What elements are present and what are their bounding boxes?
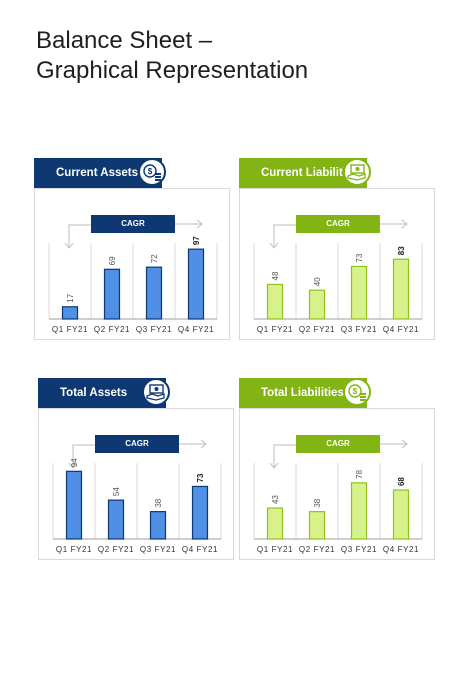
data-label: 78	[355, 469, 364, 478]
bar-q3-fy21	[145, 266, 163, 320]
page-title-line-1: Balance Sheet –	[36, 27, 213, 54]
x-tick-label: Q4 FY21	[182, 545, 218, 554]
chart-frame: CAGR 94 Q1 FY21 54 Q2 FY21 38 Q3 FY21 73 Q4 FY2…	[38, 408, 234, 560]
bar-q4-fy21	[392, 489, 410, 540]
bar-q4-fy21	[392, 258, 410, 320]
total-liabilities-panel: CAGR 43 Q1 FY21 38 Q2 FY21 78 Q3 FY21 68 Q4 FY2…	[239, 378, 435, 560]
cagr-label: CAGR	[296, 215, 380, 233]
x-tick-label: Q3 FY21	[140, 545, 176, 554]
cagr-label: CAGR	[296, 435, 380, 453]
bar-q2-fy21	[308, 289, 326, 320]
x-tick-label: Q3 FY21	[341, 325, 377, 334]
data-label: 54	[112, 487, 121, 496]
bar-q4-fy21	[187, 248, 205, 320]
hand-money-icon	[142, 378, 170, 406]
cagr-arrow-left-head	[68, 462, 78, 469]
cagr-arrow-left-line	[273, 444, 296, 467]
header-accent	[239, 158, 244, 188]
chart-frame: CAGR 48 Q1 FY21 40 Q2 FY21 73 Q3 FY21 83 Q4 FY2…	[239, 188, 435, 340]
coins-dollar-icon: $	[138, 158, 166, 186]
cagr-arrow	[269, 219, 408, 249]
data-label: 72	[150, 254, 159, 263]
cagr-arrow-left-line	[68, 224, 91, 247]
x-tick-label: Q2 FY21	[299, 545, 335, 554]
header-accent	[34, 158, 39, 188]
bar-q1-fy21	[266, 283, 284, 320]
bar-q1-fy21	[65, 470, 83, 540]
data-label: 17	[66, 293, 75, 302]
cagr-arrow-right-head	[200, 439, 207, 449]
x-tick-label: Q1 FY21	[52, 325, 88, 334]
svg-text:$: $	[353, 387, 358, 396]
total-assets-panel: CAGR 94 Q1 FY21 54 Q2 FY21 38 Q3 FY21 73 Q4 FY2…	[38, 378, 234, 560]
data-label: 68	[397, 477, 406, 486]
bar-q3-fy21	[149, 511, 167, 540]
current-liabilities-panel: CAGR 48 Q1 FY21 40 Q2 FY21 73 Q3 FY21 83 Q4 FY2…	[239, 158, 435, 340]
cagr-label: CAGR	[91, 215, 175, 233]
bar-q4-fy21	[191, 485, 209, 540]
bar-q1-fy21	[61, 306, 79, 320]
data-label: 83	[397, 246, 406, 255]
x-tick-label: Q3 FY21	[136, 325, 172, 334]
data-label: 40	[313, 277, 322, 286]
data-label: 48	[271, 271, 280, 280]
bar-q1-fy21	[266, 507, 284, 540]
total-liabilities-chart: 43 Q1 FY21 38 Q2 FY21 78 Q3 FY21 68 Q4 FY21	[253, 439, 423, 554]
x-tick-label: Q3 FY21	[341, 545, 377, 554]
data-label: 43	[271, 495, 280, 504]
x-tick-label: Q4 FY21	[178, 325, 214, 334]
bar-q2-fy21	[308, 511, 326, 540]
header-accent	[239, 378, 244, 408]
chart-frame: CAGR 43 Q1 FY21 38 Q2 FY21 78 Q3 FY21 68 Q4 FY2…	[239, 408, 435, 560]
current-assets-chart: 17 Q1 FY21 69 Q2 FY21 72 Q3 FY21 97 Q4 FY21	[48, 219, 218, 334]
x-tick-label: Q1 FY21	[257, 545, 293, 554]
cagr-arrow-right-head	[401, 439, 408, 449]
data-label: 97	[192, 236, 201, 245]
cagr-arrow	[68, 439, 207, 469]
total-assets-chart: 94 Q1 FY21 54 Q2 FY21 38 Q3 FY21 73 Q4 FY21	[52, 439, 222, 554]
cagr-arrow-right-head	[196, 219, 203, 229]
cagr-arrow	[269, 439, 408, 469]
x-tick-label: Q2 FY21	[299, 325, 335, 334]
cagr-label: CAGR	[95, 435, 179, 453]
data-label: 73	[196, 473, 205, 482]
data-label: 69	[108, 256, 117, 265]
x-tick-label: Q2 FY21	[94, 325, 130, 334]
bar-q2-fy21	[107, 499, 125, 540]
data-label: 94	[70, 458, 79, 467]
chart-frame: CAGR 17 Q1 FY21 69 Q2 FY21 72 Q3 FY21 97 Q4 FY2…	[34, 188, 230, 340]
bar-q3-fy21	[350, 482, 368, 540]
page-title: Balance Sheet – Graphical Representation	[36, 26, 308, 86]
header-accent	[38, 378, 43, 408]
x-tick-label: Q4 FY21	[383, 325, 419, 334]
x-tick-label: Q2 FY21	[98, 545, 134, 554]
x-tick-label: Q1 FY21	[56, 545, 92, 554]
x-tick-label: Q4 FY21	[383, 545, 419, 554]
data-label: 38	[154, 498, 163, 507]
cagr-arrow-left-line	[273, 224, 296, 247]
cagr-arrow-left-head	[269, 242, 279, 249]
cagr-arrow-right-head	[401, 219, 408, 229]
coins-dollar-icon: $	[343, 378, 371, 406]
page-title-line-2: Graphical Representation	[36, 57, 309, 84]
bar-q2-fy21	[103, 268, 121, 320]
data-label: 38	[313, 498, 322, 507]
cagr-arrow	[64, 219, 203, 249]
bar-q3-fy21	[350, 265, 368, 320]
x-tick-label: Q1 FY21	[257, 325, 293, 334]
cagr-arrow-left-head	[64, 242, 74, 249]
svg-text:$: $	[148, 167, 153, 176]
data-label: 73	[355, 253, 364, 262]
cagr-arrow-left-head	[269, 462, 279, 469]
hand-money-icon	[343, 158, 371, 186]
current-liabilities-chart: 48 Q1 FY21 40 Q2 FY21 73 Q3 FY21 83 Q4 FY21	[253, 219, 423, 334]
current-assets-panel: CAGR 17 Q1 FY21 69 Q2 FY21 72 Q3 FY21 97 Q4 FY2…	[34, 158, 230, 340]
cagr-arrow-left-line	[72, 444, 95, 467]
